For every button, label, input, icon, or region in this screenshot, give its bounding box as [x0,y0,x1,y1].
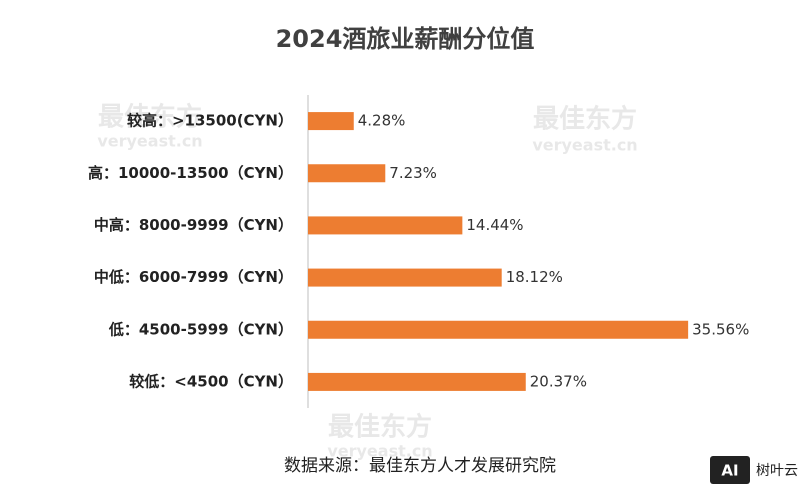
logo-badge: AI [721,462,738,480]
category-label: 中低：6000-7999（CYN） [94,268,293,286]
category-label: 低：4500-5999（CYN） [108,320,293,338]
watermarks: 最佳东方 veryeast.cn 最佳东方 veryeast.cn 最佳东方 v… [97,102,637,461]
source-note: 数据来源：最佳东方人才发展研究院 [284,456,556,476]
bar [308,320,689,339]
bar [308,164,386,183]
category-label: 较低：<4500（CYN） [129,372,293,390]
value-label: 35.56% [692,320,749,338]
value-label: 7.23% [389,164,437,182]
watermark-brand: 最佳东方 [533,104,637,135]
bar [308,216,463,235]
value-label: 4.28% [358,112,406,130]
logo: AI 树叶云 [710,456,798,484]
category-label: 中高：8000-9999（CYN） [94,216,293,234]
watermark-brand: 最佳东方 [328,412,432,443]
watermark-site: veryeast.cn [532,136,637,155]
value-label: 18.12% [506,268,563,286]
chart-title: 2024酒旅业薪酬分位值 [276,25,535,53]
bar [308,268,502,287]
watermark-brand: 最佳东方 [98,102,202,133]
category-label: 较高：>13500(CYN） [127,112,293,130]
bar [308,372,526,391]
value-label: 20.37% [530,372,587,390]
watermark-site: veryeast.cn [97,132,202,151]
bar [308,112,354,131]
category-label: 高：10000-13500（CYN） [88,164,293,182]
value-label: 14.44% [466,216,523,234]
logo-name: 树叶云 [756,463,798,479]
logo-badge-bg [710,456,750,484]
watermark-site: veryeast.cn [327,442,432,461]
